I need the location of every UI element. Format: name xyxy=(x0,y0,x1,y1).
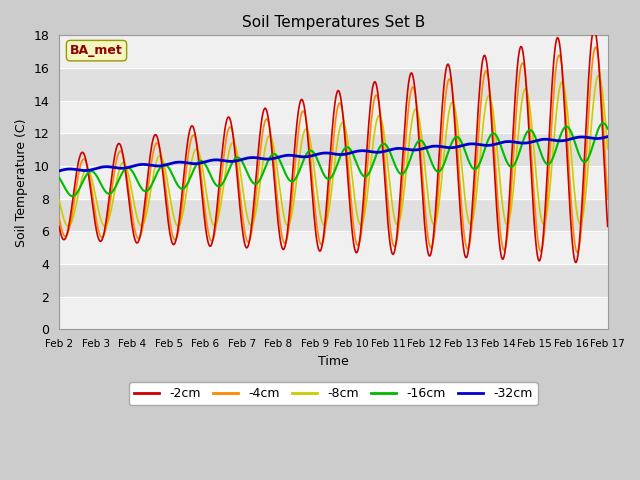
Bar xyxy=(59,3,607,36)
Title: Soil Temperatures Set B: Soil Temperatures Set B xyxy=(242,15,425,30)
Bar xyxy=(59,297,607,329)
Bar xyxy=(59,36,607,68)
Bar xyxy=(59,101,607,133)
Legend: -2cm, -4cm, -8cm, -16cm, -32cm: -2cm, -4cm, -8cm, -16cm, -32cm xyxy=(129,383,538,406)
Bar xyxy=(59,264,607,297)
Y-axis label: Soil Temperature (C): Soil Temperature (C) xyxy=(15,118,28,247)
Text: BA_met: BA_met xyxy=(70,44,123,57)
Bar xyxy=(59,133,607,166)
Bar xyxy=(59,68,607,101)
Bar xyxy=(59,231,607,264)
X-axis label: Time: Time xyxy=(318,355,349,368)
Bar xyxy=(59,166,607,199)
Bar xyxy=(59,199,607,231)
